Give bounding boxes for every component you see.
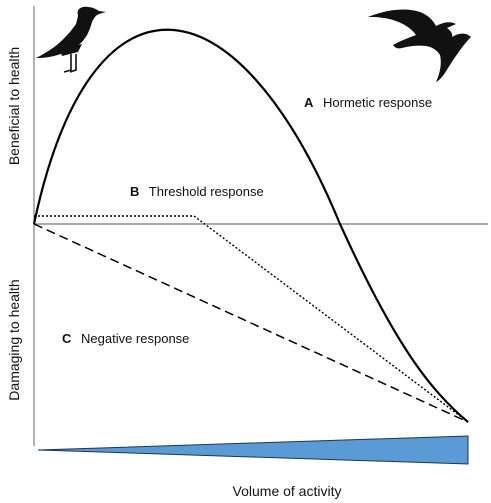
negative-response-letter: C bbox=[62, 331, 72, 346]
standing-bird-silhouette-icon bbox=[36, 6, 106, 73]
flying-bird-silhouette-icon bbox=[368, 9, 471, 82]
y-axis-lower-label: Damaging to health bbox=[6, 279, 22, 400]
x-axis-label: Volume of activity bbox=[233, 483, 342, 499]
y-axis-upper-label: Beneficial to health bbox=[6, 47, 22, 165]
negative-response-label: C Negative response bbox=[62, 331, 189, 346]
threshold-response-text: Threshold response bbox=[149, 184, 264, 199]
threshold-response-curve bbox=[34, 215, 469, 423]
hormetic-response-label: A Hormetic response bbox=[304, 95, 432, 110]
negative-response-curve bbox=[33, 223, 469, 423]
threshold-response-label: B Threshold response bbox=[130, 184, 264, 199]
hormetic-response-curve bbox=[32, 28, 469, 423]
hormetic-response-text: Hormetic response bbox=[323, 95, 432, 110]
hormetic-response-letter: A bbox=[304, 95, 314, 110]
negative-response-text: Negative response bbox=[81, 331, 189, 346]
threshold-response-letter: B bbox=[130, 184, 139, 199]
activity-volume-wedge bbox=[37, 435, 469, 465]
